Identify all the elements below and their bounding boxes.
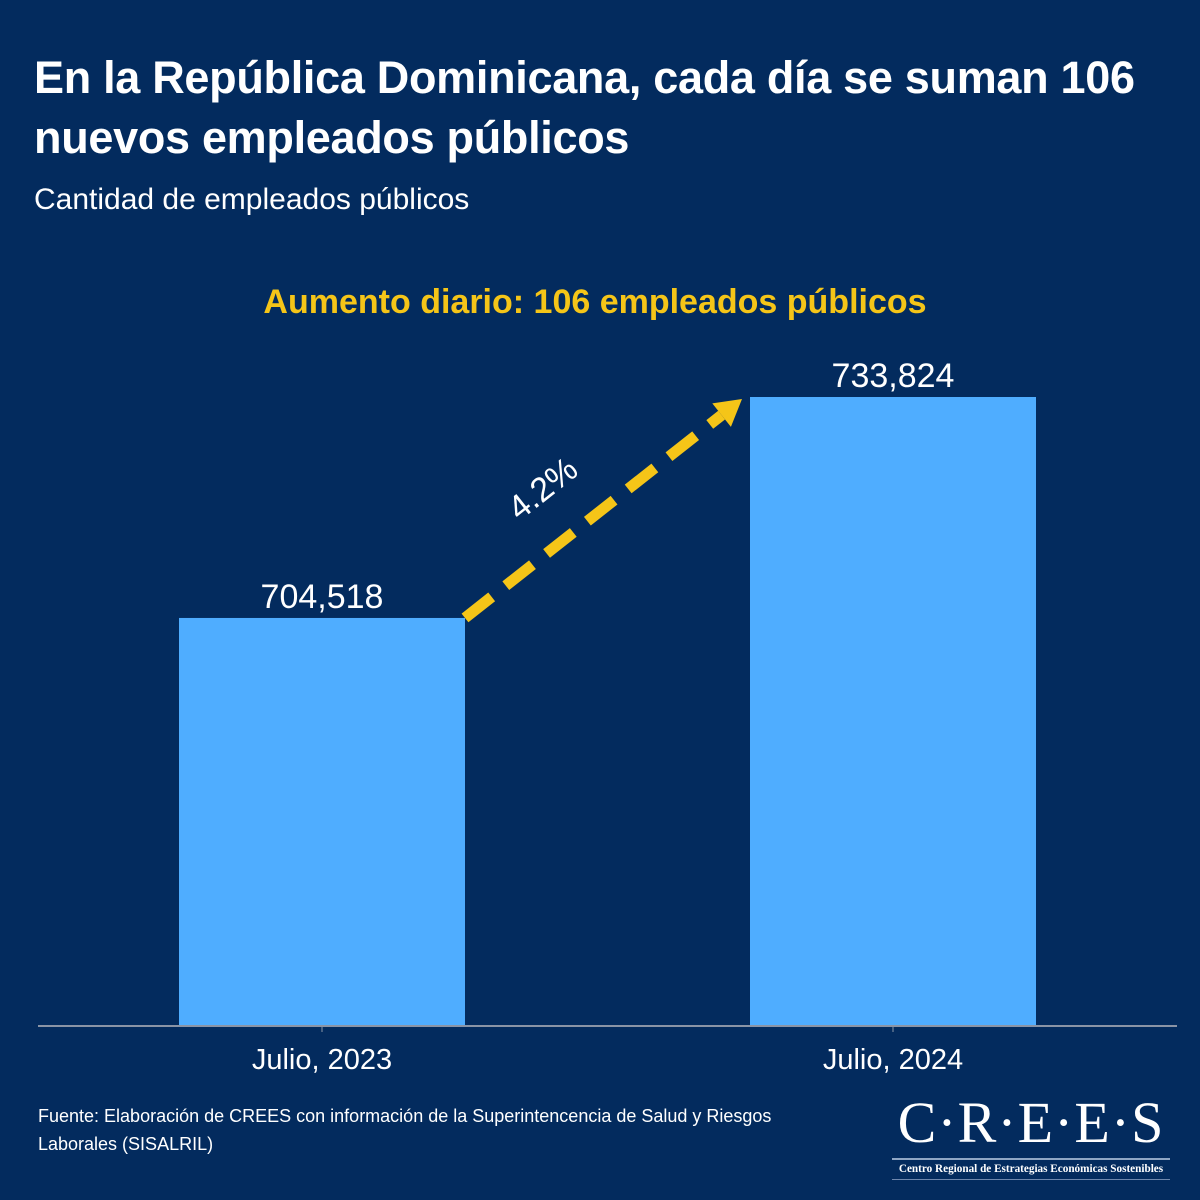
- x-tick-label: Julio, 2024: [823, 1044, 963, 1076]
- bar-2023: [179, 617, 465, 1026]
- logo-divider-bottom: [892, 1179, 1170, 1180]
- growth-percent-label: 4.2%: [501, 450, 585, 528]
- logo-wordmark: C·R·E·E·S: [897, 1090, 1165, 1155]
- data-label: 704,518: [261, 578, 384, 616]
- logo-subtitle: Centro Regional de Estrategias Económica…: [898, 1163, 1164, 1175]
- x-tick-label: Julio, 2023: [252, 1044, 392, 1076]
- data-label: 733,824: [832, 357, 955, 395]
- crees-logo: C·R·E·E·S Centro Regional de Estrategias…: [886, 1092, 1176, 1182]
- growth-arrow-line: [461, 410, 726, 623]
- chart-title: En la República Dominicana, cada día se …: [34, 52, 1135, 163]
- logo-divider: [892, 1158, 1170, 1160]
- source-note: Fuente: Elaboración de CREES con informa…: [38, 1106, 772, 1154]
- bar-2024: [750, 397, 1036, 1026]
- arrow-head-icon: [712, 399, 742, 427]
- chart-headline: Aumento diario: 106 empleados públicos: [263, 283, 926, 321]
- chart-subtitle: Cantidad de empleados públicos: [34, 183, 470, 216]
